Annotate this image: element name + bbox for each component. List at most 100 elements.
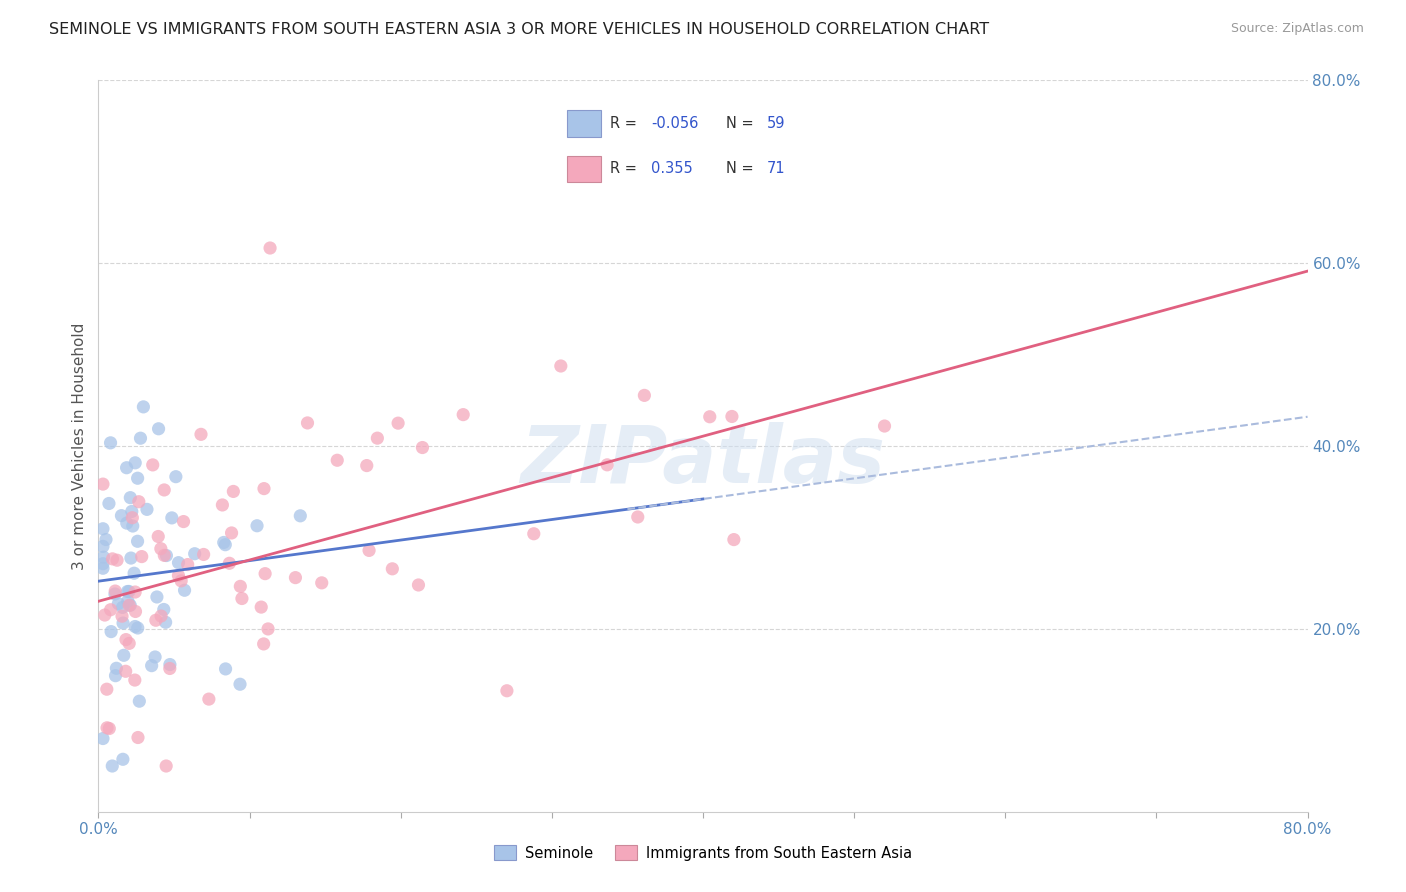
Point: [408, 578, 430, 592]
Point: [124, 619, 146, 633]
Point: [596, 458, 619, 472]
Point: [155, 759, 177, 773]
Point: [451, 408, 474, 422]
Point: [101, 552, 124, 566]
Point: [118, 599, 141, 613]
Point: [120, 551, 142, 566]
Point: [136, 502, 159, 516]
Point: [183, 547, 205, 561]
Point: [257, 622, 280, 636]
Point: [105, 553, 128, 567]
Point: [94, 608, 117, 623]
Point: [411, 441, 433, 455]
Point: [259, 241, 281, 255]
Point: [104, 584, 127, 599]
Point: [117, 584, 139, 599]
Point: [523, 526, 546, 541]
Point: [112, 648, 135, 663]
Point: [141, 658, 163, 673]
Point: [143, 650, 166, 665]
Point: [496, 683, 519, 698]
Point: [176, 558, 198, 572]
Point: [124, 673, 146, 687]
Point: [222, 484, 245, 499]
Point: [98, 722, 121, 736]
Point: [128, 494, 150, 508]
Point: [127, 621, 149, 635]
Point: [110, 508, 132, 523]
Point: [112, 616, 135, 631]
Point: [167, 556, 190, 570]
Point: [124, 456, 146, 470]
Point: [101, 759, 124, 773]
Point: [290, 508, 312, 523]
Point: [198, 692, 221, 706]
Text: ZIPatlas: ZIPatlas: [520, 422, 886, 500]
Point: [167, 568, 190, 582]
Point: [127, 534, 149, 549]
Point: [633, 388, 655, 402]
Point: [124, 605, 146, 619]
Point: [873, 419, 896, 434]
Point: [250, 600, 273, 615]
Point: [117, 594, 139, 608]
Point: [115, 460, 138, 475]
Point: [153, 483, 176, 497]
Point: [91, 477, 114, 491]
Point: [121, 510, 143, 524]
Point: [159, 661, 181, 675]
Point: [129, 431, 152, 445]
Point: [155, 549, 177, 563]
Text: Source: ZipAtlas.com: Source: ZipAtlas.com: [1230, 22, 1364, 36]
Point: [214, 538, 236, 552]
Point: [127, 471, 149, 485]
Point: [297, 416, 319, 430]
Point: [146, 590, 169, 604]
Point: [153, 549, 176, 563]
Point: [93, 550, 115, 565]
Y-axis label: 3 or more Vehicles in Household: 3 or more Vehicles in Household: [72, 322, 87, 570]
Point: [152, 602, 174, 616]
Point: [122, 566, 145, 581]
Point: [115, 516, 138, 530]
Point: [100, 435, 122, 450]
Point: [104, 587, 127, 601]
Point: [246, 518, 269, 533]
Point: [387, 416, 409, 430]
Point: [159, 657, 181, 672]
Point: [229, 579, 252, 593]
Point: [366, 431, 388, 445]
Point: [721, 409, 744, 424]
Point: [221, 525, 243, 540]
Text: SEMINOLE VS IMMIGRANTS FROM SOUTH EASTERN ASIA 3 OR MORE VEHICLES IN HOUSEHOLD C: SEMINOLE VS IMMIGRANTS FROM SOUTH EASTER…: [49, 22, 990, 37]
Point: [91, 557, 114, 571]
Point: [211, 498, 233, 512]
Point: [121, 504, 143, 518]
Point: [253, 637, 276, 651]
Point: [121, 519, 143, 533]
Point: [91, 561, 114, 575]
Point: [111, 752, 134, 766]
Point: [699, 409, 721, 424]
Point: [212, 535, 235, 549]
Point: [142, 458, 165, 472]
Point: [253, 482, 276, 496]
Point: [100, 624, 122, 639]
Point: [357, 543, 380, 558]
Point: [96, 721, 118, 735]
Point: [155, 615, 177, 630]
Point: [91, 731, 114, 746]
Point: [627, 510, 650, 524]
Point: [190, 427, 212, 442]
Point: [124, 585, 146, 599]
Point: [311, 575, 333, 590]
Point: [120, 491, 142, 505]
Point: [107, 597, 129, 611]
Point: [114, 665, 136, 679]
Point: [723, 533, 745, 547]
Point: [550, 359, 572, 373]
Point: [131, 549, 153, 564]
Point: [148, 529, 170, 543]
Point: [118, 584, 141, 599]
Point: [111, 609, 134, 624]
